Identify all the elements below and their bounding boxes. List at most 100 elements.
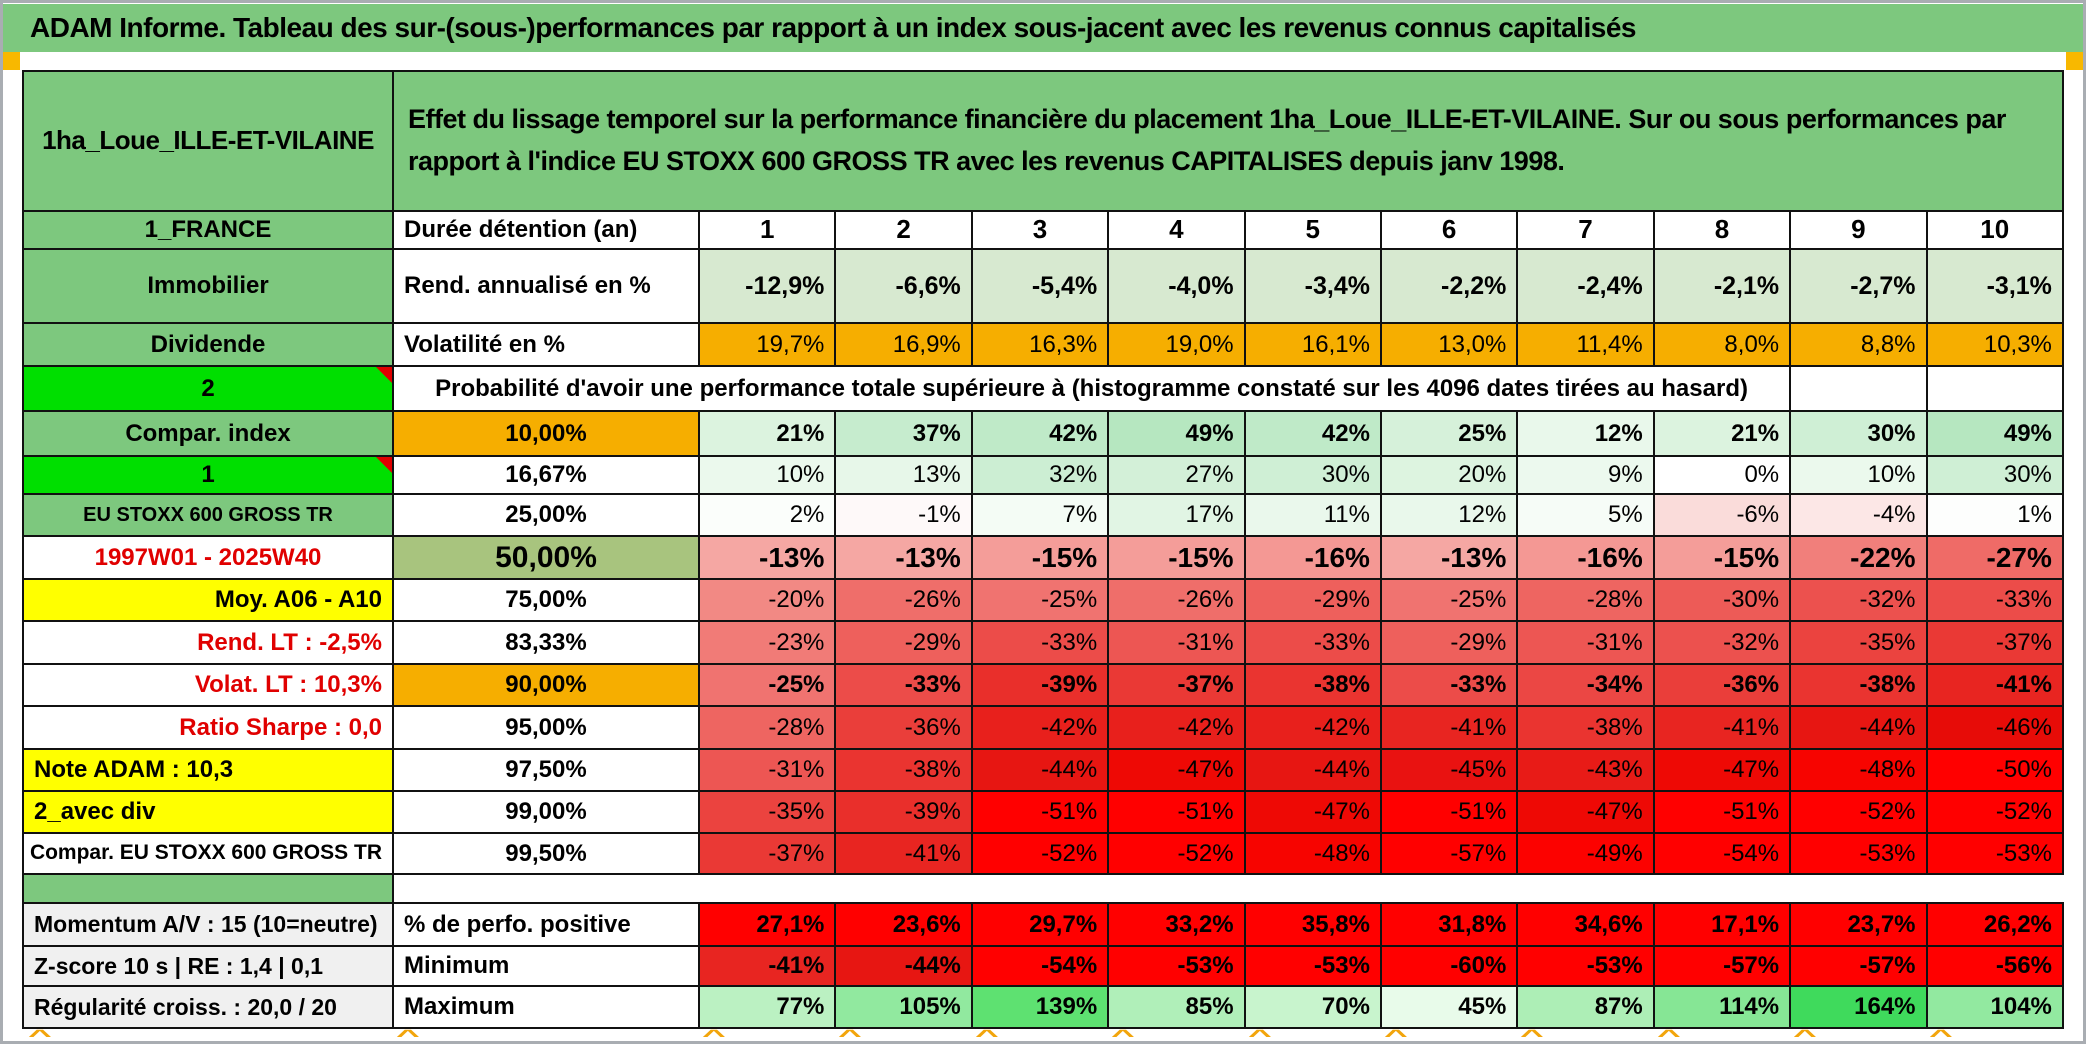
value-cell[interactable]: -12,9%: [700, 250, 837, 324]
value-cell[interactable]: -37%: [1109, 665, 1246, 707]
positive-perf-header-cell[interactable]: % de perfo. positive: [394, 904, 700, 947]
value-cell[interactable]: 105%: [836, 987, 973, 1029]
minimum-header-cell[interactable]: Minimum: [394, 947, 700, 987]
value-cell[interactable]: -16%: [1245, 537, 1382, 580]
row-label-note-adam[interactable]: Note ADAM : 10,3: [24, 750, 394, 792]
value-cell[interactable]: -46%: [1927, 707, 2064, 750]
value-cell[interactable]: 2%: [700, 495, 837, 537]
value-cell[interactable]: -37%: [700, 834, 837, 875]
row-label-period[interactable]: 1997W01 - 2025W40: [24, 537, 394, 580]
value-cell[interactable]: -53%: [1245, 947, 1382, 987]
value-cell[interactable]: 33,2%: [1109, 904, 1246, 947]
value-cell[interactable]: -51%: [1654, 792, 1792, 834]
value-cell[interactable]: -49%: [1518, 834, 1655, 875]
row-label-1[interactable]: 1: [24, 457, 394, 495]
value-cell[interactable]: -39%: [972, 665, 1110, 707]
value-cell[interactable]: 26,2%: [1927, 904, 2064, 947]
value-cell[interactable]: 32%: [972, 457, 1110, 495]
value-cell[interactable]: -42%: [972, 707, 1110, 750]
value-cell[interactable]: -29%: [1245, 580, 1382, 622]
maximum-header-cell[interactable]: Maximum: [394, 987, 700, 1029]
value-cell[interactable]: 31,8%: [1381, 904, 1519, 947]
value-cell[interactable]: 4: [1109, 212, 1246, 250]
value-cell[interactable]: -15%: [1654, 537, 1792, 580]
value-cell[interactable]: -41%: [1927, 665, 2064, 707]
value-cell[interactable]: -56%: [1927, 947, 2064, 987]
value-cell[interactable]: -32%: [1791, 580, 1928, 622]
value-cell[interactable]: -47%: [1654, 750, 1792, 792]
value-cell[interactable]: -16%: [1518, 537, 1655, 580]
value-cell[interactable]: -31%: [1518, 622, 1655, 665]
value-cell[interactable]: -2,1%: [1654, 250, 1792, 324]
value-cell[interactable]: -44%: [1791, 707, 1928, 750]
value-cell[interactable]: 30%: [1245, 457, 1382, 495]
value-cell[interactable]: -33%: [972, 622, 1110, 665]
row-label-momentum[interactable]: Momentum A/V : 15 (10=neutre): [24, 904, 394, 947]
value-cell[interactable]: -30%: [1654, 580, 1792, 622]
value-cell[interactable]: -13%: [1381, 537, 1519, 580]
value-cell[interactable]: 10%: [700, 457, 837, 495]
quantile-25-cell[interactable]: 25,00%: [394, 495, 700, 537]
row-label-moy-a06-a10[interactable]: Moy. A06 - A10: [24, 580, 394, 622]
value-cell[interactable]: -53%: [1518, 947, 1655, 987]
value-cell[interactable]: 2: [836, 212, 973, 250]
value-cell[interactable]: -28%: [1518, 580, 1655, 622]
value-cell[interactable]: -15%: [972, 537, 1110, 580]
value-cell[interactable]: -33%: [1245, 622, 1382, 665]
value-cell[interactable]: -47%: [1518, 792, 1655, 834]
value-cell[interactable]: 9%: [1518, 457, 1655, 495]
value-cell[interactable]: -51%: [1381, 792, 1519, 834]
value-cell[interactable]: -44%: [1245, 750, 1382, 792]
quantile-995-cell[interactable]: 99,50%: [394, 834, 700, 875]
value-cell[interactable]: -38%: [1791, 665, 1928, 707]
portfolio-name-cell[interactable]: 1ha_Loue_ILLE-ET-VILAINE: [24, 72, 394, 212]
row-label-compar-eu-stoxx[interactable]: Compar. EU STOXX 600 GROSS TR: [24, 834, 394, 875]
quantile-10-cell[interactable]: 10,00%: [394, 412, 700, 457]
value-cell[interactable]: 8,8%: [1791, 324, 1928, 367]
value-cell[interactable]: -53%: [1927, 834, 2064, 875]
row-label-immobilier[interactable]: Immobilier: [24, 250, 394, 324]
value-cell[interactable]: -57%: [1654, 947, 1792, 987]
value-cell[interactable]: 12%: [1381, 495, 1519, 537]
value-cell[interactable]: 13,0%: [1381, 324, 1519, 367]
value-cell[interactable]: 1%: [1927, 495, 2064, 537]
value-cell[interactable]: 13%: [836, 457, 973, 495]
value-cell[interactable]: -53%: [1791, 834, 1928, 875]
value-cell[interactable]: 27,1%: [700, 904, 837, 947]
value-cell[interactable]: -57%: [1381, 834, 1519, 875]
value-cell[interactable]: -41%: [700, 947, 837, 987]
value-cell[interactable]: -57%: [1791, 947, 1928, 987]
value-cell[interactable]: 17,1%: [1654, 904, 1792, 947]
value-cell[interactable]: -43%: [1518, 750, 1655, 792]
value-cell[interactable]: -50%: [1927, 750, 2064, 792]
value-cell[interactable]: 20%: [1381, 457, 1519, 495]
empty-cell[interactable]: [1791, 367, 1928, 412]
value-cell[interactable]: -42%: [1245, 707, 1382, 750]
value-cell[interactable]: -13%: [836, 537, 973, 580]
value-cell[interactable]: -31%: [1109, 622, 1246, 665]
value-cell[interactable]: 139%: [972, 987, 1110, 1029]
value-cell[interactable]: -44%: [972, 750, 1110, 792]
value-cell[interactable]: 5: [1245, 212, 1382, 250]
value-cell[interactable]: 11%: [1245, 495, 1382, 537]
value-cell[interactable]: 10,3%: [1927, 324, 2064, 367]
value-cell[interactable]: 87%: [1518, 987, 1655, 1029]
value-cell[interactable]: -52%: [1791, 792, 1928, 834]
value-cell[interactable]: -32%: [1654, 622, 1792, 665]
value-cell[interactable]: -35%: [700, 792, 837, 834]
value-cell[interactable]: -53%: [1109, 947, 1246, 987]
value-cell[interactable]: -25%: [700, 665, 837, 707]
row-label-volat-lt[interactable]: Volat. LT : 10,3%: [24, 665, 394, 707]
value-cell[interactable]: -41%: [1381, 707, 1519, 750]
value-cell[interactable]: -5,4%: [972, 250, 1110, 324]
value-cell[interactable]: 17%: [1109, 495, 1246, 537]
value-cell[interactable]: -6,6%: [836, 250, 973, 324]
value-cell[interactable]: -38%: [836, 750, 973, 792]
value-cell[interactable]: 49%: [1927, 412, 2064, 457]
value-cell[interactable]: -47%: [1245, 792, 1382, 834]
value-cell[interactable]: 3: [972, 212, 1110, 250]
value-cell[interactable]: 45%: [1381, 987, 1519, 1029]
row-label-1-france[interactable]: 1_FRANCE: [24, 212, 394, 250]
value-cell[interactable]: -39%: [836, 792, 973, 834]
empty-cell[interactable]: [1927, 367, 2064, 412]
